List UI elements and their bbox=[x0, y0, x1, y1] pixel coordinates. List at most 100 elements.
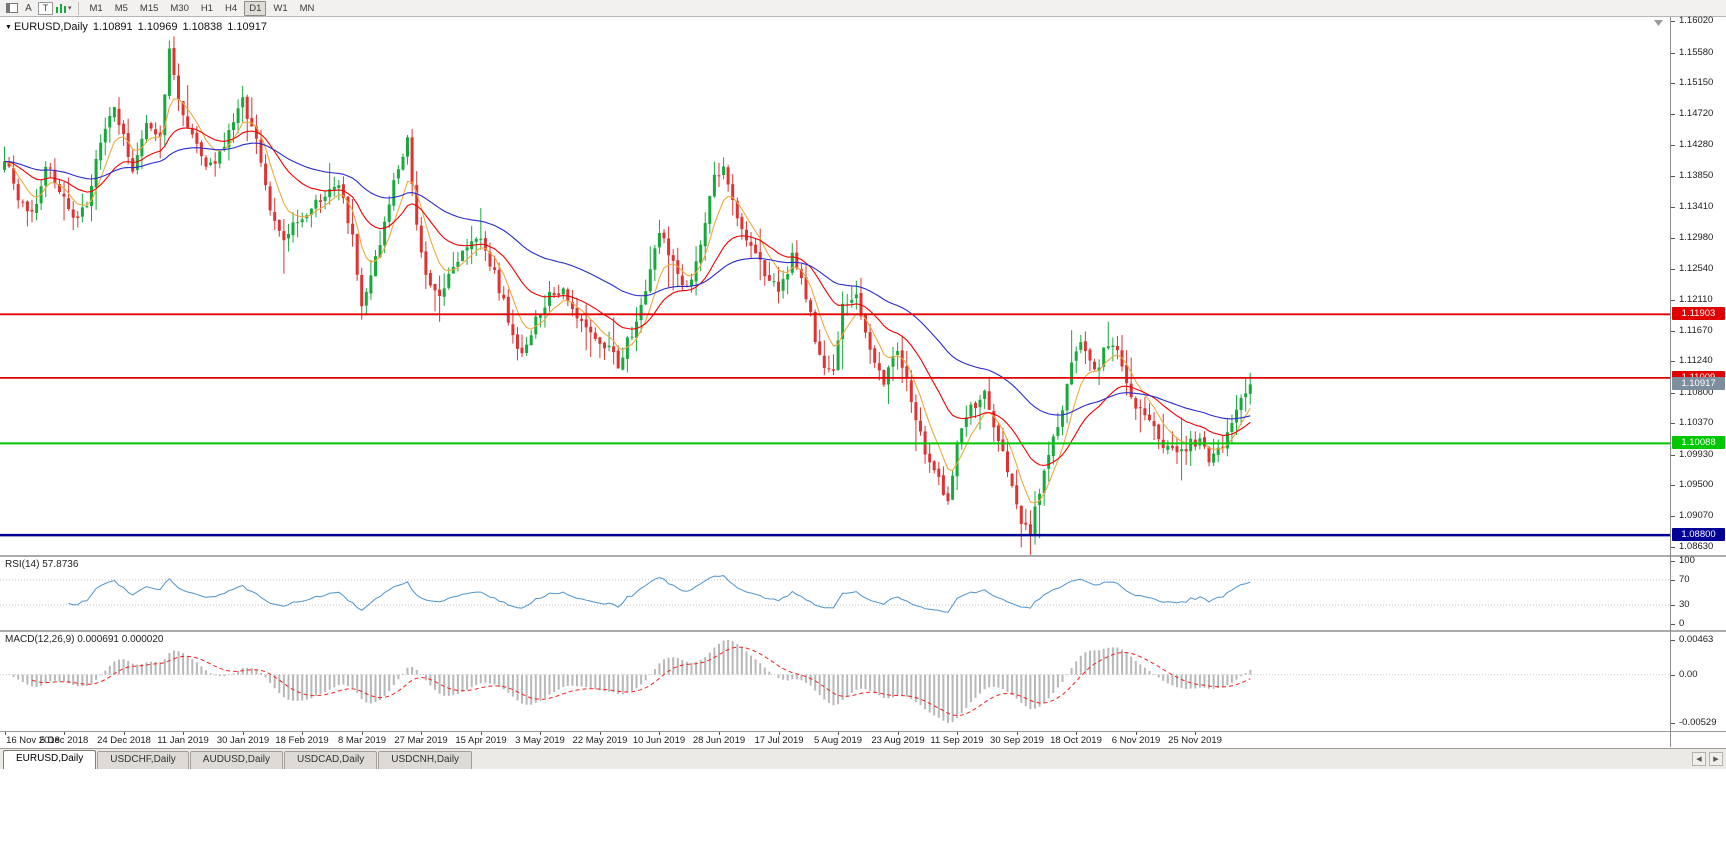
price-tick-mark bbox=[1671, 361, 1675, 362]
rsi-tick-mark bbox=[1671, 605, 1675, 606]
rsi-tick-label: 30 bbox=[1679, 599, 1690, 610]
price-tick-label: 1.10370 bbox=[1679, 417, 1714, 428]
price-axis[interactable]: 1.16020 1.15580 1.15150 1.14720 1.14280 1.138… bbox=[1671, 15, 1726, 555]
chart-tab-usdcnh[interactable]: USDCNH,Daily bbox=[378, 751, 473, 769]
date-label: 11 Sep 2019 bbox=[930, 735, 984, 746]
text-tool-icon[interactable]: T bbox=[38, 1, 53, 15]
date-tick-mark bbox=[64, 732, 65, 735]
chart-shift-marker-icon[interactable] bbox=[1654, 20, 1663, 26]
price-tick-mark bbox=[1671, 83, 1675, 84]
rsi-panel[interactable]: RSI(14) 57.8736 bbox=[0, 557, 1670, 630]
macd-panel[interactable]: MACD(12,26,9) 0.000691 0.000020 bbox=[0, 632, 1670, 731]
price-line-tag: 1.11903 bbox=[1672, 307, 1725, 320]
price-tick-label: 1.13850 bbox=[1679, 170, 1714, 181]
price-tick-mark bbox=[1671, 300, 1675, 301]
date-label: 10 Jun 2019 bbox=[632, 735, 686, 746]
price-line-tag: 1.08800 bbox=[1672, 528, 1725, 541]
chart-list-icon[interactable] bbox=[4, 1, 19, 15]
price-tick-label: 1.14720 bbox=[1679, 108, 1714, 119]
macd-histogram bbox=[8, 640, 1252, 723]
rsi-line bbox=[68, 575, 1251, 613]
ohlc-low: 1.10838 bbox=[182, 21, 223, 33]
date-tick-mark bbox=[1076, 732, 1077, 735]
timeframe-button-group: M1 M5 M15 M30 H1 H4 D1 W1 MN bbox=[84, 0, 321, 16]
date-tick-mark bbox=[600, 732, 601, 735]
date-tick-mark bbox=[719, 732, 720, 735]
date-label: 30 Jan 2019 bbox=[216, 735, 270, 746]
pane-divider[interactable] bbox=[0, 630, 1726, 632]
rsi-plot[interactable] bbox=[0, 557, 1670, 630]
rsi-tick-label: 100 bbox=[1679, 555, 1695, 566]
candles bbox=[3, 36, 1252, 555]
date-label: 23 Aug 2019 bbox=[871, 735, 925, 746]
date-tick-mark bbox=[779, 732, 780, 735]
date-label: 24 Dec 2018 bbox=[97, 735, 151, 746]
date-label: 5 Dec 2018 bbox=[39, 735, 89, 746]
rsi-axis[interactable]: 100 70 30 0 bbox=[1671, 555, 1726, 630]
rsi-tick-label: 70 bbox=[1679, 574, 1690, 585]
timeframe-m15-button[interactable]: M15 bbox=[139, 2, 159, 14]
timeframe-w1-button[interactable]: W1 bbox=[273, 2, 288, 14]
macd-plot[interactable] bbox=[0, 632, 1670, 731]
price-tick-mark bbox=[1671, 21, 1675, 22]
price-tick-label: 1.12110 bbox=[1679, 294, 1713, 305]
chart-grid-glyph bbox=[5, 3, 18, 13]
price-tick-label: 1.12980 bbox=[1679, 232, 1714, 243]
price-tick-label: 1.14280 bbox=[1679, 139, 1714, 150]
macd-tick-mark bbox=[1671, 640, 1675, 641]
pane-divider[interactable] bbox=[0, 555, 1726, 557]
price-tick-label: 1.09070 bbox=[1679, 510, 1714, 521]
tab-scroll-left-icon[interactable]: ◀ bbox=[1692, 752, 1706, 766]
price-tick-label: 1.15150 bbox=[1679, 77, 1714, 88]
price-chart-panel[interactable]: ▼ EURUSD,Daily 1.10891 1.10969 1.10838 1.1091… bbox=[0, 17, 1670, 555]
macd-tick-label: 0.00 bbox=[1679, 669, 1698, 680]
chart-type-icon[interactable]: ▾ bbox=[55, 1, 72, 15]
annotation-a-icon[interactable]: A bbox=[25, 2, 32, 14]
ohlc-high: 1.10969 bbox=[137, 21, 178, 33]
price-tick-label: 1.09930 bbox=[1679, 449, 1714, 460]
date-label: 25 Nov 2019 bbox=[1168, 735, 1222, 746]
rsi-label: RSI(14) 57.8736 bbox=[5, 559, 79, 570]
chart-title: ▼ EURUSD,Daily 1.10891 1.10969 1.10838 1.1091… bbox=[5, 21, 272, 33]
pane-divider bbox=[0, 731, 1726, 732]
rsi-tick-mark bbox=[1671, 624, 1675, 625]
chart-tab-eurusd[interactable]: EURUSD,Daily bbox=[3, 750, 97, 769]
price-tick-mark bbox=[1671, 393, 1675, 394]
timeframe-h1-button[interactable]: H1 bbox=[200, 2, 214, 14]
timeframe-d1-button[interactable]: D1 bbox=[244, 0, 267, 16]
date-label: 27 Mar 2019 bbox=[394, 735, 448, 746]
toolbar-separator bbox=[77, 1, 79, 15]
horizontal-level-lines[interactable] bbox=[0, 313, 1670, 537]
tab-scroll-right-icon[interactable]: ▶ bbox=[1709, 752, 1723, 766]
date-tick-mark bbox=[898, 732, 899, 735]
macd-axis[interactable]: 0.00463 0.00 -0.00529 bbox=[1671, 632, 1726, 731]
macd-signal-line bbox=[31, 646, 1251, 717]
date-label: 16 Nov 2018 bbox=[6, 735, 60, 746]
time-axis[interactable]: 16 Nov 2018 5 Dec 2018 24 Dec 2018 11 Jan 2… bbox=[0, 732, 1670, 747]
macd-tick-mark bbox=[1671, 675, 1675, 676]
timeframe-m5-button[interactable]: M5 bbox=[114, 2, 128, 14]
collapse-chart-icon[interactable]: ▼ bbox=[5, 24, 12, 31]
date-tick-mark bbox=[1017, 732, 1018, 735]
candlestick-plot[interactable] bbox=[0, 17, 1670, 555]
price-tick-mark bbox=[1671, 516, 1675, 517]
timeframe-h4-button[interactable]: H4 bbox=[225, 2, 238, 14]
price-tick-label: 1.09500 bbox=[1679, 479, 1714, 490]
price-tick-label: 1.11240 bbox=[1679, 355, 1713, 366]
chart-tabs: EURUSD,Daily USDCHF,Daily AUDUSD,Daily USDC… bbox=[3, 750, 473, 769]
price-tick-label: 1.15580 bbox=[1679, 47, 1714, 58]
chart-tab-audusd[interactable]: AUDUSD,Daily bbox=[189, 751, 284, 769]
axis-separator bbox=[1670, 17, 1671, 747]
ohlc-open: 1.10891 bbox=[92, 21, 133, 33]
date-label: 28 Jun 2019 bbox=[692, 735, 746, 746]
timeframe-mn-button[interactable]: MN bbox=[299, 2, 315, 14]
timeframe-m1-button[interactable]: M1 bbox=[89, 2, 103, 14]
timeframe-m30-button[interactable]: M30 bbox=[170, 2, 189, 14]
chart-tab-usdchf[interactable]: USDCHF,Daily bbox=[97, 751, 189, 769]
price-tick-mark bbox=[1671, 53, 1675, 54]
mini-bars-glyph bbox=[56, 3, 66, 13]
date-tick-mark bbox=[957, 732, 958, 735]
date-label: 15 Apr 2019 bbox=[455, 735, 507, 746]
chart-tab-usdcad[interactable]: USDCAD,Daily bbox=[284, 751, 378, 769]
